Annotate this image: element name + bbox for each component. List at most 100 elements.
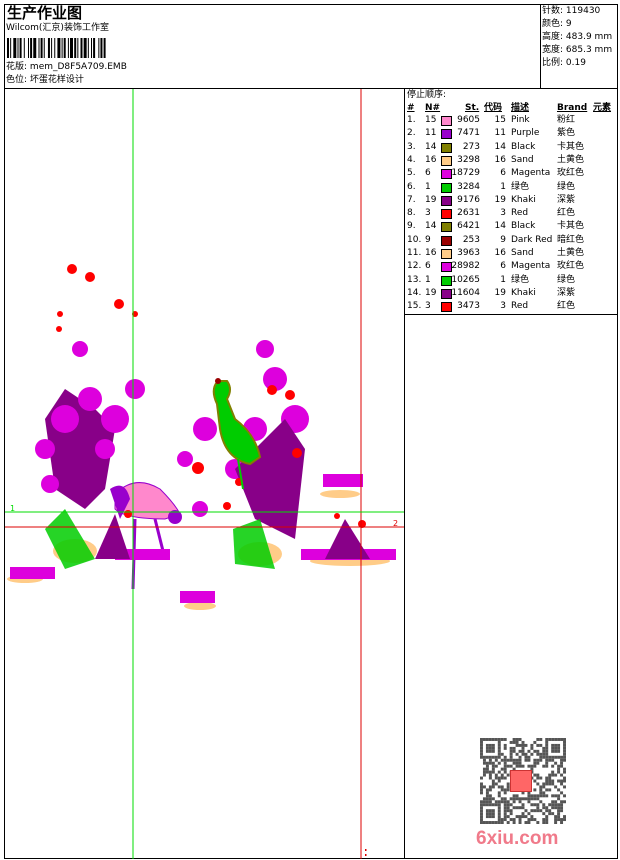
row-code: 15 — [494, 115, 506, 125]
row-description: Sand — [511, 154, 534, 165]
row-code: 19 — [494, 287, 506, 298]
table-row: 6. 1 3284 1 绿色 绿色 — [405, 181, 617, 194]
row-stitches: 2631 — [457, 208, 480, 219]
row-stitches: 3963 — [457, 248, 480, 258]
divider — [540, 4, 541, 89]
row-brand: 红色 — [557, 208, 576, 219]
row-brand: 粉红 — [557, 115, 576, 125]
row-description: Khaki — [511, 194, 536, 205]
row-code: 14 — [494, 141, 506, 152]
color-swatch — [441, 235, 452, 246]
row-index: 9. — [407, 221, 416, 232]
row-code: 11 — [494, 128, 506, 139]
row-code: 19 — [494, 194, 506, 205]
color-swatch — [441, 182, 452, 193]
row-brand: 紫色 — [557, 128, 576, 139]
row-stitches: 3298 — [457, 154, 480, 165]
row-needle: 6 — [425, 261, 431, 272]
row-brand: 红色 — [557, 301, 576, 312]
row-stitches: 11604 — [451, 287, 480, 298]
color-swatch — [441, 222, 452, 233]
barcode-bar — [7, 38, 9, 58]
row-brand: 土黄色 — [557, 154, 585, 165]
color-swatch — [441, 302, 452, 313]
colorway: 色位: 坏蛋花样设计 — [6, 75, 84, 86]
row-description: Red — [511, 301, 529, 312]
col-header-index: # — [407, 103, 415, 113]
row-stitches: 3473 — [457, 301, 480, 312]
barcode-bar — [93, 38, 96, 58]
row-description: Dark Red — [511, 234, 553, 245]
design-file: 花版: mem_D8F5A709.EMB — [6, 62, 127, 73]
row-needle: 15 — [425, 115, 437, 125]
col-header-element: 元素 — [593, 103, 612, 113]
embroidery-preview: 1 2 — [5, 89, 404, 859]
row-needle: 19 — [425, 194, 437, 205]
barcode-bar — [33, 38, 37, 58]
row-code: 14 — [494, 221, 506, 232]
divider — [4, 88, 618, 89]
table-row: 3. 14 273 14 Black 卡其色 — [405, 141, 617, 154]
row-index: 5. — [407, 168, 416, 179]
barcode-bar — [67, 38, 69, 58]
row-description: Pink — [511, 115, 530, 125]
barcode-bar — [63, 38, 66, 58]
divider — [404, 88, 405, 859]
info-value: 685.3 mm — [565, 45, 613, 55]
barcode-bar — [28, 38, 29, 58]
seal-stamp — [510, 770, 532, 792]
info-value: 0.19 — [565, 58, 586, 68]
page-title: 生产作业图 — [7, 4, 83, 22]
row-index: 14. — [407, 287, 422, 298]
row-stitches: 273 — [462, 141, 480, 152]
table-row: 13. 1 10265 1 绿色 绿色 — [405, 274, 617, 287]
row-brand: 暗红色 — [557, 234, 585, 245]
col-header-brand: Brand — [557, 103, 588, 113]
row-description: Purple — [511, 128, 540, 139]
table-row: 4. 16 3298 16 Sand 土黄色 — [405, 154, 617, 167]
row-index: 8. — [407, 208, 416, 219]
table-row: 2. 11 7471 11 Purple 紫色 — [405, 127, 617, 140]
row-index: 13. — [407, 274, 422, 285]
col-header-description: 描述 — [511, 103, 530, 113]
row-brand: 卡其色 — [557, 221, 585, 232]
info-value: 119430 — [565, 6, 601, 16]
table-row: 5. 6 18729 6 Magenta 玫红色 — [405, 167, 617, 180]
row-stitches: 10265 — [451, 274, 480, 285]
barcode-bar — [40, 38, 43, 58]
row-needle: 16 — [425, 248, 437, 258]
row-index: 12. — [407, 261, 422, 272]
page-frame — [4, 4, 618, 859]
row-stitches: 7471 — [457, 128, 480, 139]
row-needle: 11 — [425, 128, 437, 139]
table-row: 12. 6 28982 6 Magenta 玫红色 — [405, 260, 617, 273]
barcode-bar — [91, 38, 92, 58]
design-artwork — [7, 264, 396, 610]
row-index: 1. — [407, 115, 416, 125]
row-description: Khaki — [511, 287, 536, 298]
row-stitches: 9176 — [457, 194, 480, 205]
barcode-bar — [10, 38, 12, 58]
row-description: Red — [511, 208, 529, 219]
table-row: 1. 15 9605 15 Pink 粉红 — [405, 114, 617, 127]
barcode-bar — [57, 38, 61, 58]
design-label: 花版: — [6, 62, 28, 72]
row-brand: 深紫 — [557, 194, 576, 205]
row-description: Magenta — [511, 261, 551, 272]
info-stitches: 针数: 119430 — [542, 6, 600, 17]
barcode-bar — [51, 38, 53, 58]
color-swatch — [441, 249, 452, 259]
table-row: 8. 3 2631 3 Red 红色 — [405, 207, 617, 220]
barcode-bar — [13, 38, 17, 58]
color-swatch — [441, 288, 452, 299]
row-index: 2. — [407, 128, 416, 139]
barcode — [7, 38, 106, 58]
row-description: Black — [511, 221, 536, 232]
col-header-needle: N# — [425, 103, 441, 113]
color-swatch — [441, 129, 452, 140]
color-swatch — [441, 116, 452, 126]
color-swatch — [441, 209, 452, 220]
row-description: 绿色 — [511, 274, 530, 285]
colorway-label: 色位: — [6, 75, 28, 85]
row-code: 3 — [500, 301, 506, 312]
